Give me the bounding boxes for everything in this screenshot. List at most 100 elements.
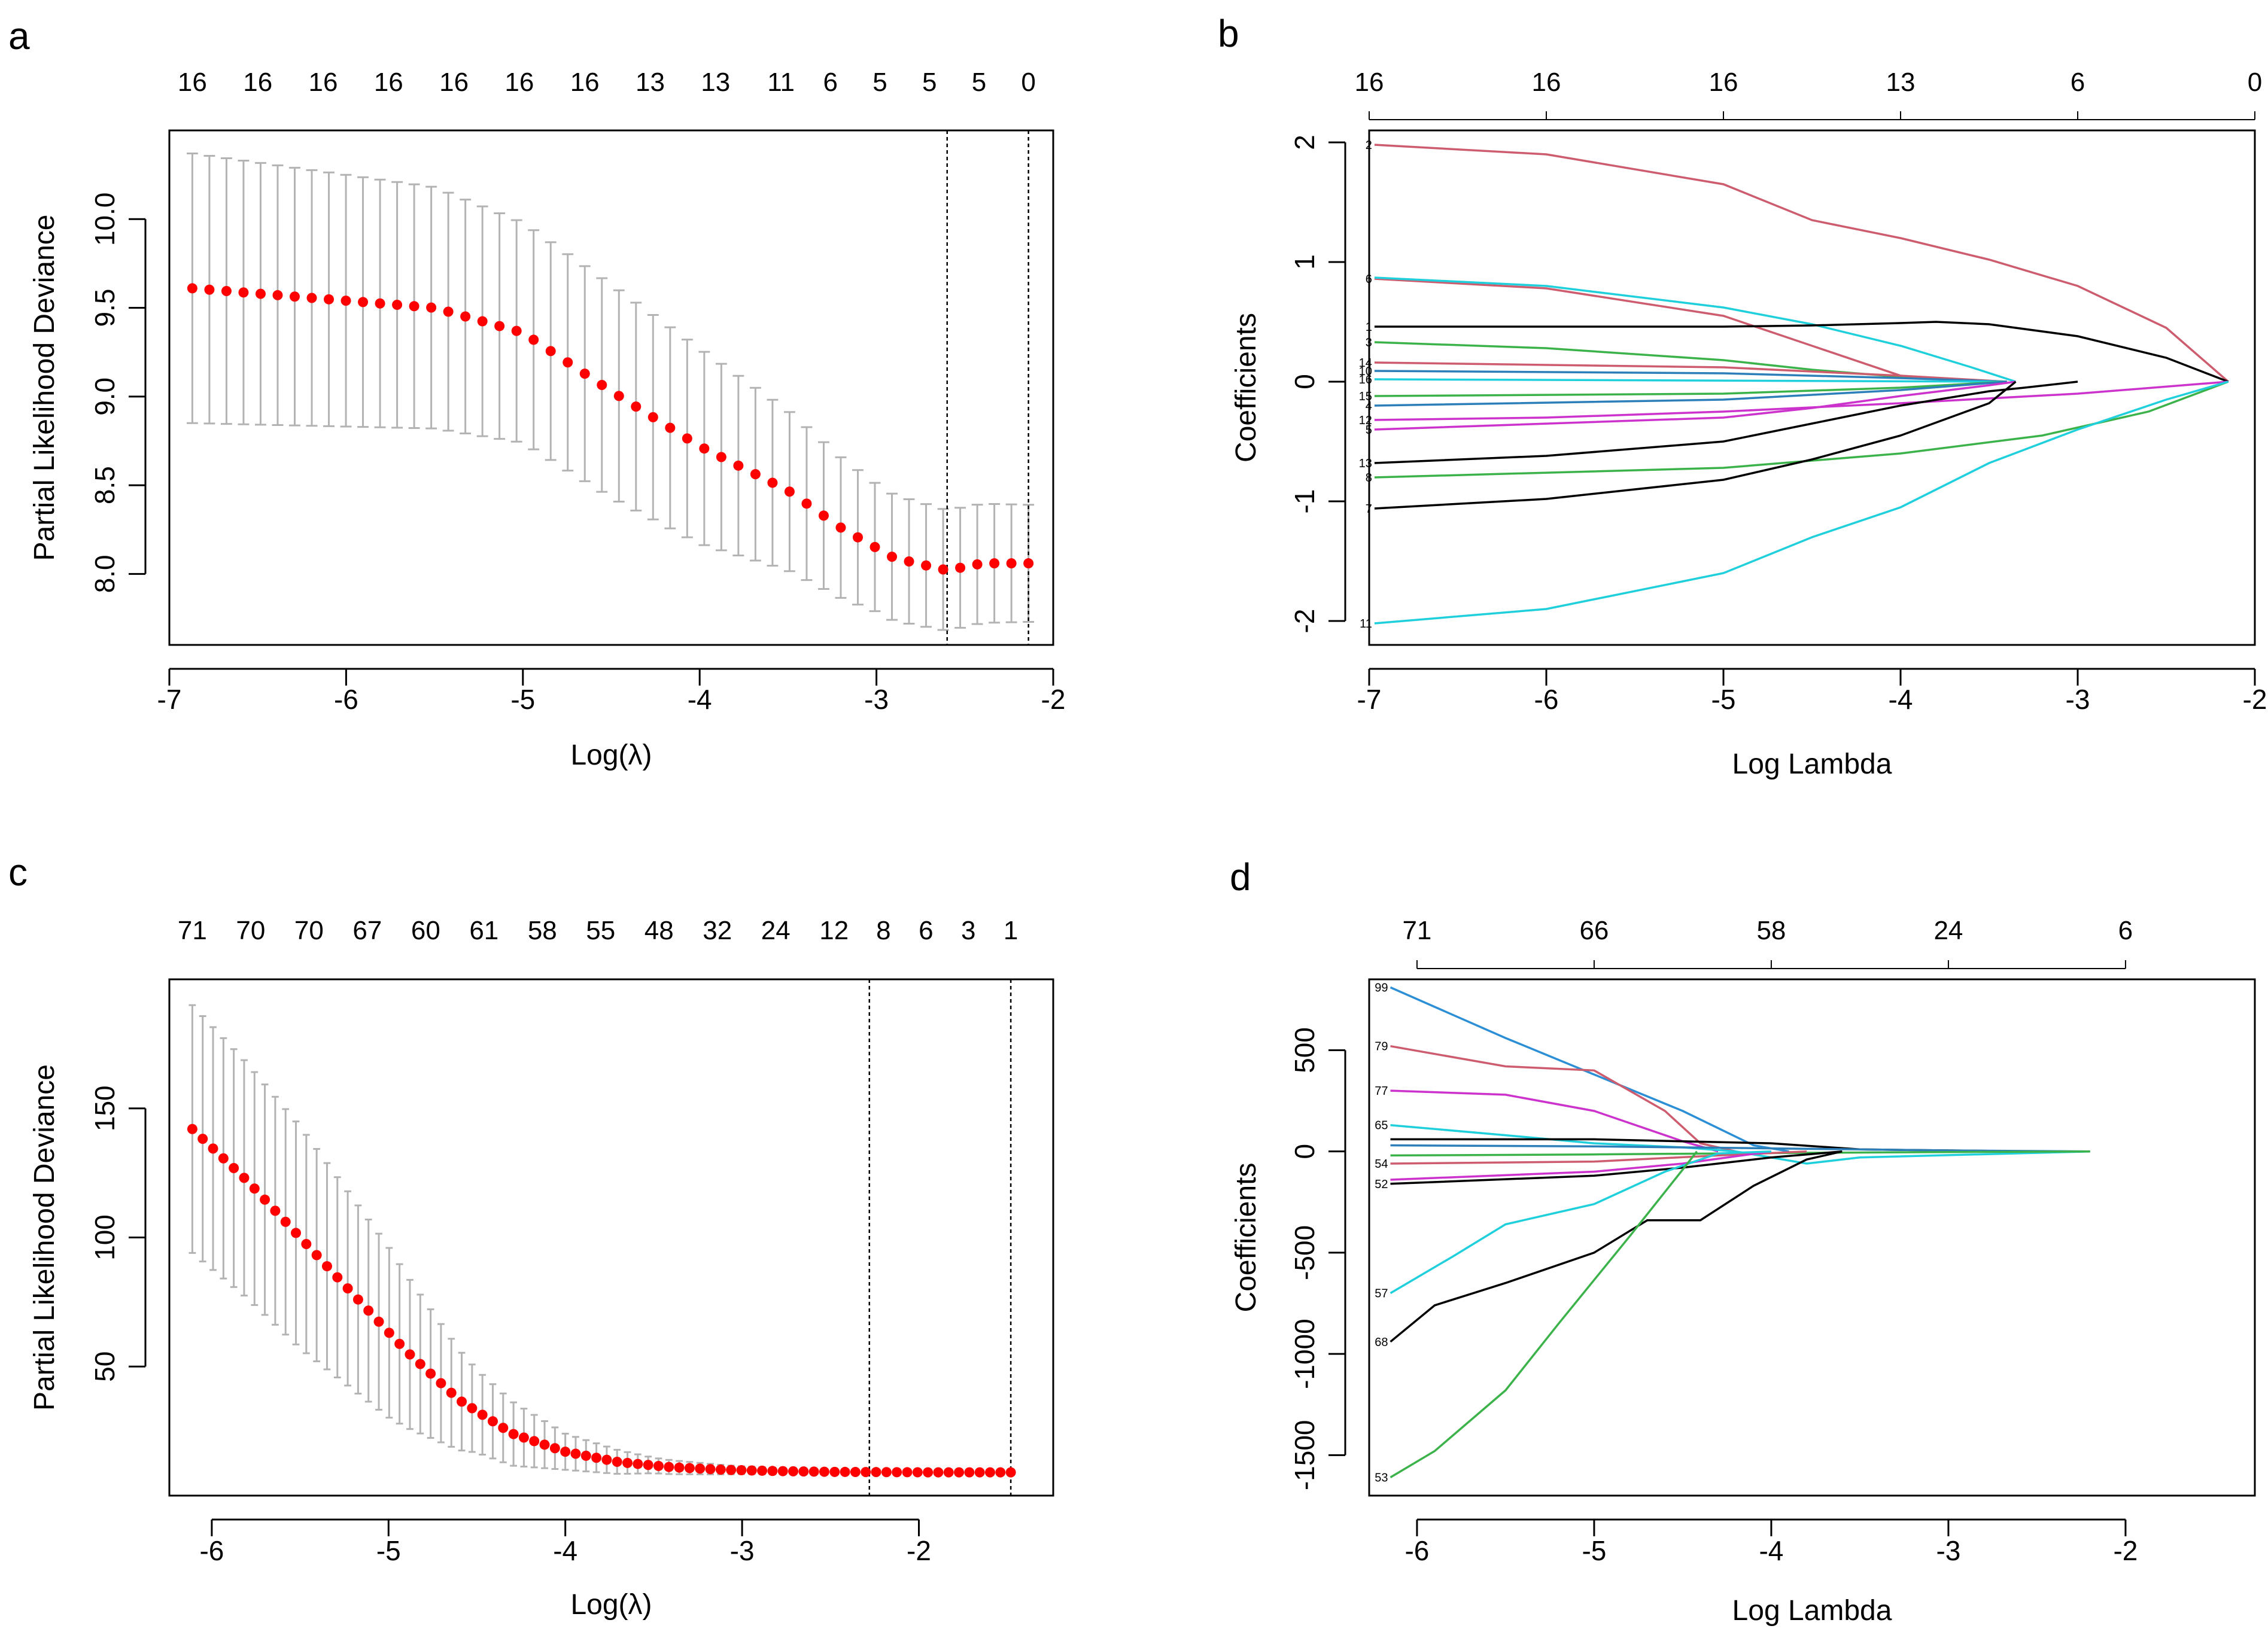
deviance-point [415, 1359, 425, 1369]
y-tick-label: -1000 [1289, 1319, 1320, 1389]
deviance-point [597, 380, 607, 391]
deviance-point [746, 1465, 757, 1476]
deviance-point [767, 477, 778, 488]
deviance-point [218, 1153, 229, 1164]
deviance-point [674, 1462, 685, 1473]
deviance-point [384, 1328, 394, 1338]
deviance-point [682, 433, 692, 444]
deviance-point [342, 1283, 353, 1294]
path-label: 79 [1375, 1040, 1388, 1054]
x-tick-label: -3 [730, 1535, 755, 1566]
deviance-point [733, 460, 744, 471]
deviance-point [340, 296, 351, 306]
deviance-point [511, 325, 522, 336]
deviance-point [777, 1466, 788, 1476]
deviance-point [332, 1272, 343, 1283]
coefficient-path [1374, 380, 2078, 464]
path-label: 1 [1366, 321, 1372, 334]
top-count-label: 16 [243, 68, 272, 97]
top-count-label: 55 [586, 916, 615, 945]
deviance-point [801, 498, 812, 509]
top-count-label: 6 [919, 916, 933, 945]
deviance-point [436, 1378, 446, 1389]
deviance-point [518, 1432, 529, 1443]
coefficient-path [1374, 380, 2017, 510]
y-tick-label: 8.0 [89, 555, 120, 593]
deviance-point [494, 321, 505, 331]
x-axis-title: Log Lambda [1732, 748, 1892, 780]
x-tick-label: -4 [688, 684, 712, 715]
y-tick-label: 10.0 [89, 193, 120, 246]
top-count-label: 11 [767, 68, 795, 97]
y-axis-title: Coefficients [1230, 313, 1262, 462]
plot-frame [168, 129, 1054, 646]
deviance-point [187, 1124, 197, 1134]
path-label: 8 [1366, 471, 1372, 485]
top-count-label: 16 [178, 68, 207, 97]
x-tick-label: -4 [1759, 1535, 1783, 1566]
y-axis-title: Partial Likelihood Deviance [29, 1064, 60, 1411]
top-count-label: 13 [1886, 68, 1916, 97]
deviance-point [270, 1205, 281, 1216]
deviance-point [255, 288, 266, 299]
y-axis-title: Coefficients [1230, 1163, 1262, 1313]
deviance-point [705, 1464, 716, 1475]
path-label: 15 [1359, 390, 1372, 403]
top-count-label: 67 [352, 916, 382, 945]
path-label: 2 [1366, 139, 1372, 152]
coefficient-path [1390, 1150, 1843, 1343]
top-count-label: 13 [701, 68, 730, 97]
y-tick-label: 50 [89, 1351, 120, 1382]
top-count-label: 70 [236, 916, 265, 945]
deviance-point [943, 1467, 954, 1478]
deviance-point [394, 1338, 405, 1349]
deviance-point [563, 357, 573, 368]
x-tick-label: -5 [510, 684, 535, 715]
y-tick-label: 9.5 [89, 289, 120, 327]
deviance-point [272, 290, 283, 300]
deviance-point [528, 334, 539, 345]
x-tick-label: -6 [334, 684, 358, 715]
coefficient-path [1374, 380, 2016, 431]
x-tick-label: -5 [1711, 684, 1736, 715]
plot-frame [168, 978, 1054, 1497]
top-count-label: 5 [922, 68, 937, 97]
deviance-point [852, 532, 863, 543]
deviance-point [933, 1467, 944, 1478]
coefficient-path [1390, 1150, 1771, 1295]
panel-letter-c: c [8, 851, 28, 894]
deviance-point [695, 1463, 706, 1474]
path-label: 12 [1359, 414, 1372, 427]
deviance-point [923, 1467, 934, 1478]
path-label: 57 [1375, 1287, 1388, 1301]
coefficient-path [1390, 1150, 1843, 1185]
path-label: 52 [1375, 1178, 1388, 1191]
top-count-label: 3 [961, 916, 975, 945]
deviance-point [850, 1467, 861, 1478]
deviance-point [835, 522, 846, 533]
coefficient-path [1374, 321, 2229, 383]
deviance-point [612, 1456, 622, 1467]
deviance-point [938, 564, 948, 575]
y-tick-label: 8.5 [89, 466, 120, 504]
coefficient-path [1390, 986, 1789, 1153]
deviance-point [767, 1466, 778, 1476]
deviance-point [477, 1409, 488, 1420]
path-label: 99 [1375, 982, 1388, 995]
top-count-label: 5 [872, 68, 887, 97]
deviance-point [549, 1443, 560, 1454]
top-count-label: 1 [1004, 916, 1018, 945]
x-tick-label: -7 [1357, 684, 1382, 715]
deviance-point [699, 443, 710, 454]
x-tick-label: -3 [1936, 1535, 1960, 1566]
y-tick-label: 150 [89, 1085, 120, 1131]
deviance-point [187, 283, 197, 294]
top-count-label: 6 [2071, 68, 2085, 97]
deviance-point [788, 1466, 799, 1476]
deviance-point [684, 1463, 695, 1473]
x-axis-title: Log(λ) [570, 739, 652, 771]
path-label: 14 [1359, 357, 1372, 370]
deviance-point [715, 1465, 726, 1475]
deviance-point [426, 302, 437, 313]
